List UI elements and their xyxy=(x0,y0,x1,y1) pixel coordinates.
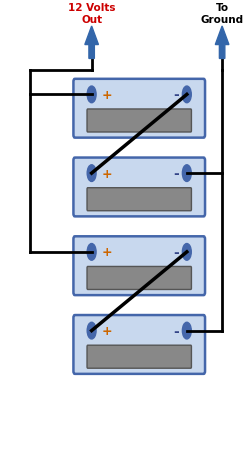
Text: +: + xyxy=(102,89,112,102)
FancyBboxPatch shape xyxy=(74,316,205,374)
FancyBboxPatch shape xyxy=(87,188,192,211)
Circle shape xyxy=(182,323,191,339)
Circle shape xyxy=(87,323,96,339)
FancyBboxPatch shape xyxy=(74,237,205,296)
Circle shape xyxy=(87,244,96,261)
FancyBboxPatch shape xyxy=(87,110,192,133)
Text: +: + xyxy=(102,325,112,337)
Text: -: - xyxy=(174,88,180,102)
Circle shape xyxy=(87,87,96,103)
Text: To
Ground: To Ground xyxy=(200,3,244,25)
FancyBboxPatch shape xyxy=(74,79,205,139)
FancyBboxPatch shape xyxy=(87,267,192,290)
Text: 12 Volts
Out: 12 Volts Out xyxy=(68,3,116,25)
Text: +: + xyxy=(102,167,112,180)
Text: +: + xyxy=(102,246,112,259)
Circle shape xyxy=(87,166,96,182)
Text: -: - xyxy=(174,324,180,338)
Circle shape xyxy=(182,244,191,261)
FancyArrow shape xyxy=(215,27,229,60)
FancyBboxPatch shape xyxy=(87,346,192,368)
FancyArrow shape xyxy=(85,27,98,60)
Text: -: - xyxy=(174,245,180,259)
Circle shape xyxy=(182,87,191,103)
Circle shape xyxy=(182,166,191,182)
Text: -: - xyxy=(174,167,180,181)
FancyBboxPatch shape xyxy=(74,158,205,217)
